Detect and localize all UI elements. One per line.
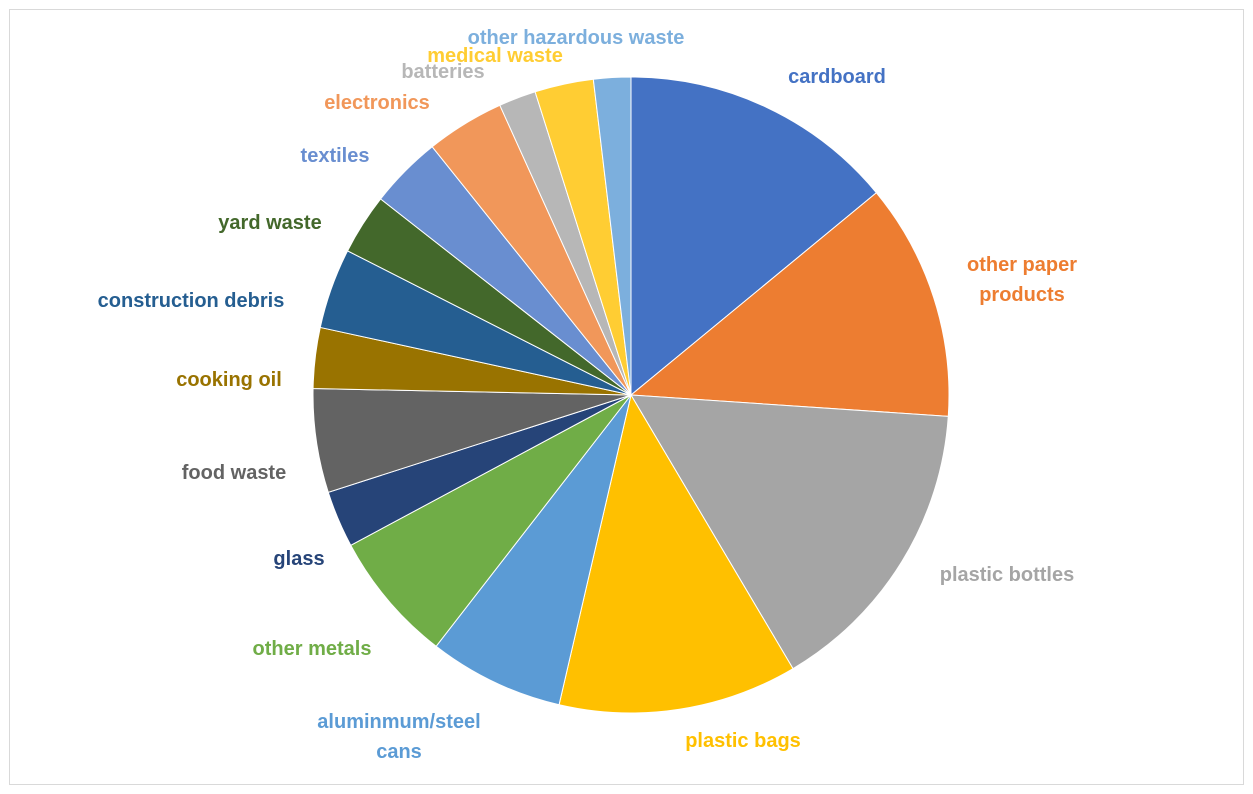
data-label-medical-waste: medical waste	[427, 45, 563, 67]
pie-slice-cardboard	[630, 76, 878, 397]
pie-slice-other-paper-products	[629, 192, 950, 417]
data-label-construction-debris: construction debris	[98, 290, 285, 312]
data-label-glass: glass	[273, 548, 324, 570]
slices-layer	[312, 76, 950, 714]
data-label-food-waste: food waste	[182, 462, 286, 484]
data-label-batteries: batteries	[401, 61, 484, 83]
data-label-yard-waste: yard waste	[218, 212, 321, 234]
pie-slice-other-metals	[350, 394, 632, 648]
data-label-other-metals: other metals	[253, 638, 372, 660]
chart-area: cardboard other paper products plastic bott…	[9, 9, 1244, 785]
data-label-electronics: electronics	[324, 92, 430, 114]
pie-slice-other-hazardous-waste	[592, 76, 632, 396]
pie-slice-plastic-bags	[558, 393, 794, 714]
data-label-other-paper-products: other paper products	[967, 254, 1077, 306]
pie-chart: cardboard other paper products plastic bott…	[98, 27, 1078, 763]
data-label-cooking-oil: cooking oil	[176, 369, 282, 391]
data-label-other-hazardous-waste: other hazardous waste	[468, 27, 685, 49]
pie-slice-aluminmum-steel-cans	[435, 394, 632, 706]
data-label-cardboard: cardboard	[788, 66, 886, 88]
labels-layer: cardboard other paper products plastic bott…	[98, 27, 1078, 763]
data-label-aluminmum-steel-cans: aluminmum/steel cans	[317, 711, 480, 763]
pie-slice-plastic-bottles	[630, 394, 949, 670]
data-label-textiles: textiles	[301, 145, 370, 167]
data-label-plastic-bottles: plastic bottles	[940, 564, 1074, 586]
data-label-plastic-bags: plastic bags	[685, 730, 801, 752]
